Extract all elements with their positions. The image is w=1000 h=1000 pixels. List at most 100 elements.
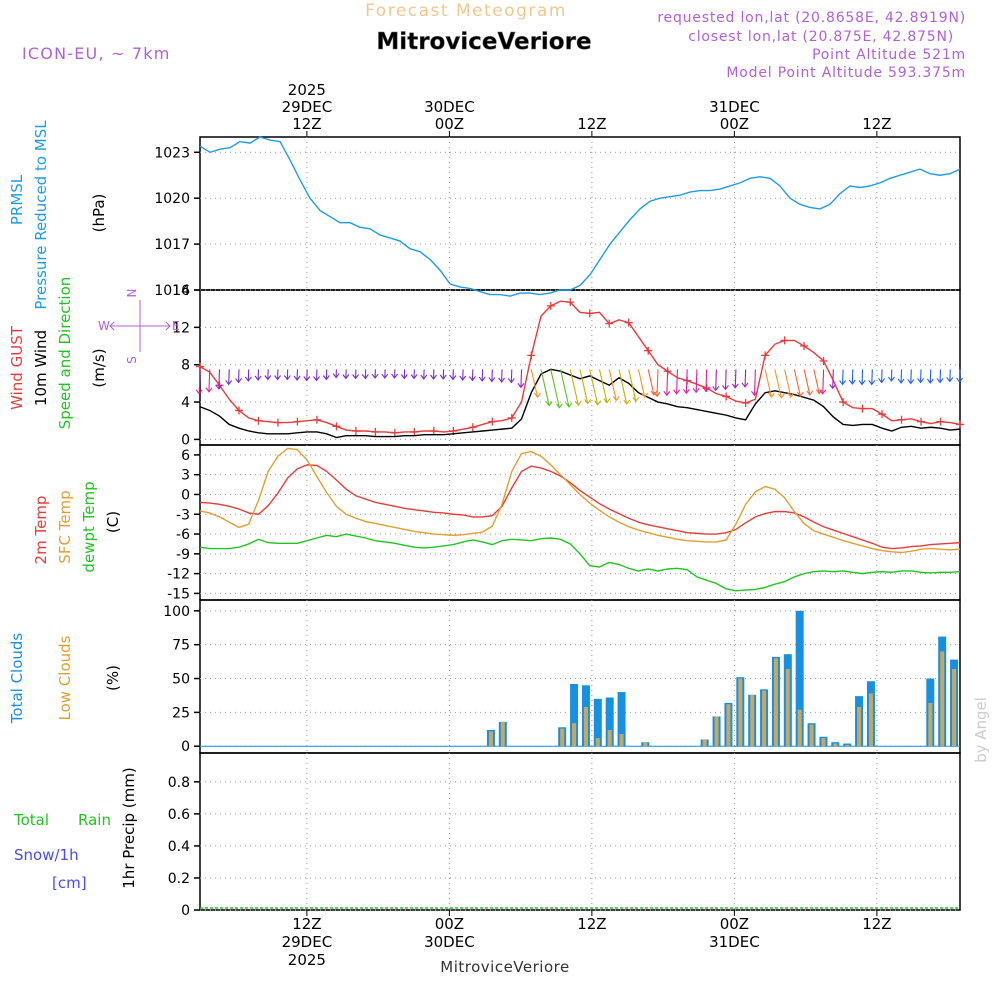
wind-arrowhead	[682, 388, 690, 395]
time-label-top: 12Z	[577, 115, 606, 133]
panel-frame	[199, 599, 961, 754]
wind-arrow	[832, 369, 834, 389]
wind-arrow	[618, 369, 628, 405]
gust-marker	[624, 318, 633, 327]
time-label-bottom: 00Z	[720, 915, 749, 933]
low-cloud-bar	[619, 734, 624, 747]
wind-arrowhead	[702, 387, 710, 393]
label-wind-gust: Wind GUST	[8, 325, 26, 410]
gust-marker	[585, 309, 594, 318]
time-label-bottom: 00Z	[435, 915, 464, 933]
requested-coords: requested lon,lat (20.8658E, 42.8919N)	[657, 10, 966, 26]
wind-arrow	[208, 369, 211, 392]
low-cloud-bar	[726, 704, 731, 747]
wind-arrowhead	[946, 377, 954, 383]
time-label-top: 12Z	[292, 115, 321, 133]
wind-arrow	[695, 369, 698, 393]
wind-arrowhead	[313, 376, 320, 382]
wind-direction-arrows	[195, 369, 964, 409]
low-cloud-bar	[833, 743, 838, 747]
gust-marker	[605, 319, 614, 328]
low-cloud-bar	[643, 742, 648, 747]
wind-arrowhead	[848, 379, 856, 385]
low-cloud-bar	[595, 738, 600, 747]
wind-arrowhead	[545, 401, 553, 407]
low-cloud-bar	[857, 706, 862, 747]
wind-arrowhead	[274, 375, 282, 381]
wind-arrow	[647, 369, 655, 396]
low-cloud-bar	[773, 658, 778, 747]
unit-hpa: (hPa)	[90, 194, 108, 233]
wind-arrow	[579, 369, 589, 404]
gust-marker	[371, 427, 380, 436]
low-cloud-bar	[952, 669, 957, 747]
gust-marker	[722, 392, 731, 401]
unit-c: (C)	[104, 511, 122, 533]
total-cloud-bar	[795, 610, 804, 747]
wind-arrowhead	[650, 390, 658, 396]
total-cloud-bar	[570, 683, 579, 747]
compass-rose: N S W E	[98, 289, 180, 364]
low-cloud-bar	[750, 694, 755, 747]
label-cm: [cm]	[52, 874, 87, 892]
time-label-top: 29DEC	[282, 98, 333, 116]
y-tick-label: 0.2	[168, 871, 190, 887]
wind-arrowhead	[632, 396, 640, 403]
wind-arrowhead	[796, 391, 804, 398]
wind-arrowhead	[430, 374, 437, 380]
wind-arrow	[218, 369, 221, 389]
wind-arrowhead	[907, 379, 915, 385]
wind-arrowhead	[956, 377, 964, 383]
wind-arrowhead	[623, 399, 631, 405]
y-tick-label: 0.8	[168, 775, 190, 791]
wind-arrow	[569, 369, 579, 406]
closest-coords: closest lon,lat (20.875E, 42.875N)	[688, 29, 954, 45]
wind-arrow	[764, 369, 772, 398]
time-label-top: 00Z	[435, 115, 464, 133]
y-tick-label: 1014	[154, 283, 190, 299]
gust-marker	[780, 336, 789, 345]
wind-arrowhead	[410, 374, 418, 380]
wind-arrowhead	[663, 390, 671, 397]
wind-arrowhead	[244, 376, 252, 382]
wind-arrowhead	[342, 374, 350, 380]
gust-marker	[644, 346, 653, 355]
y-tick-label: -6	[176, 527, 190, 543]
label-total: Total	[13, 811, 49, 829]
low-cloud-bar	[738, 678, 743, 747]
low-cloud-bar	[821, 738, 826, 747]
gust-marker	[273, 418, 282, 427]
wind-arrow	[520, 369, 523, 388]
wind-arrowhead	[371, 373, 379, 379]
gust-marker	[956, 420, 964, 429]
gust-marker	[858, 404, 867, 413]
t2m-series	[199, 464, 961, 550]
compass-arrows	[109, 300, 171, 352]
compass-s: S	[125, 356, 139, 364]
gust-marker	[527, 351, 536, 360]
wind-arrowhead	[478, 376, 486, 382]
wind-arrow	[685, 369, 688, 394]
gust-marker	[917, 417, 926, 426]
panel-precip: 0 0.2 0.4 0.6 0.8	[168, 752, 961, 919]
wind-arrow	[198, 369, 201, 394]
time-label-bottom: 12Z	[577, 915, 606, 933]
wind-arrowhead	[741, 382, 749, 388]
wind-arrow	[559, 369, 570, 408]
y-tick-label: 75	[172, 638, 190, 654]
wind-arrowhead	[225, 380, 233, 386]
dewpt-line	[199, 533, 961, 592]
low-cloud-bar	[488, 731, 493, 747]
wind-arrowhead	[439, 374, 447, 380]
y-tick-label: 0	[181, 432, 190, 448]
label-speed-direction: Speed and Direction	[56, 277, 74, 430]
wind-arrow	[637, 369, 646, 398]
time-label-bottom: 12Z	[292, 915, 321, 933]
wind-arrowhead	[594, 400, 602, 406]
wind-arrowhead	[641, 392, 649, 398]
wind-arrow	[793, 369, 801, 397]
low-cloud-bar	[809, 724, 814, 747]
wind-arrowhead	[868, 380, 876, 386]
time-label-top: 00Z	[720, 115, 749, 133]
